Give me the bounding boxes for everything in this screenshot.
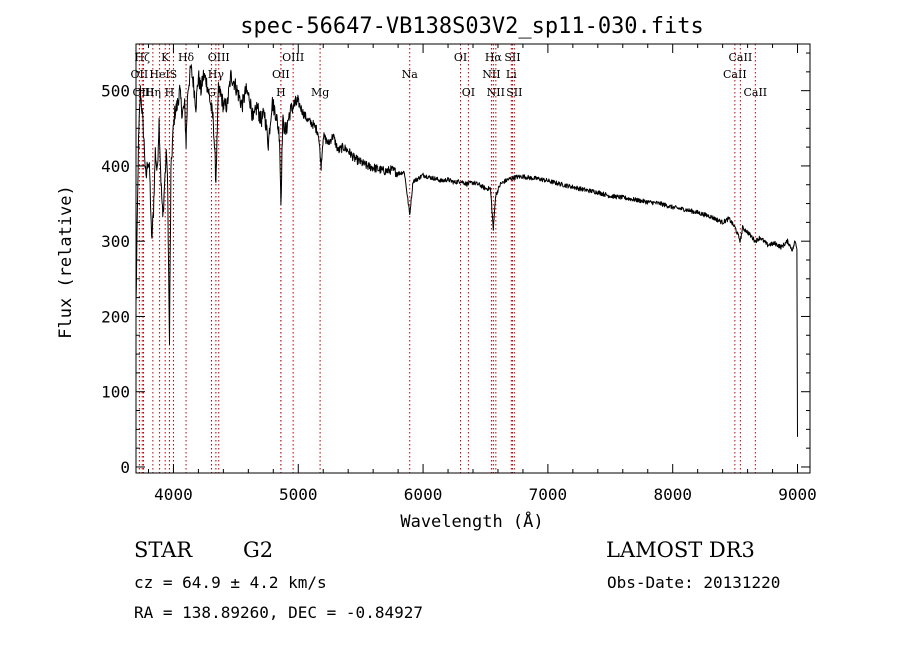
x-tick-label: 8000: [653, 485, 692, 504]
y-axis-label: Flux (relative): [56, 185, 76, 339]
y-tick-label: 0: [120, 458, 130, 477]
line-label-27: CaII: [743, 86, 767, 99]
line-label-12: Hγ: [208, 68, 225, 81]
spectral-line-markers: [138, 44, 756, 473]
line-label-8: CaII: [729, 51, 753, 64]
line-label-3: OIII: [208, 51, 230, 64]
line-label-13: OII: [272, 68, 290, 81]
line-label-14: Na: [402, 68, 419, 81]
line-label-20: H: [165, 86, 175, 99]
x-tick-label: 4000: [154, 485, 193, 504]
chart-title: spec-56647-VB138S03V2_sp11-030.fits: [240, 14, 704, 39]
survey-name: LAMOST DR3: [606, 538, 755, 562]
line-label-19: Hη: [145, 86, 161, 99]
line-label-24: OI: [462, 86, 475, 99]
axes: 4000 5000 6000 7000 8000 9000 0 100 200 300 400 500: [101, 43, 817, 504]
y-tick-label: 500: [101, 82, 130, 101]
line-label-2: Hδ: [178, 51, 195, 64]
y-tick-label: 200: [101, 307, 130, 326]
redshift-velocity: cz = 64.9 ± 4.2 km/s: [134, 573, 327, 592]
x-tick-label: 9000: [778, 485, 817, 504]
line-label-1: K: [161, 51, 170, 64]
line-label-21: G: [207, 86, 216, 99]
line-label-16: Li: [506, 68, 517, 81]
line-label-25: NII: [487, 86, 505, 99]
object-subclass: G2: [243, 538, 274, 562]
line-label-5: OI: [454, 51, 467, 64]
x-tick-label: 6000: [404, 485, 443, 504]
coordinates: RA = 138.89260, DEC = -0.84927: [134, 603, 423, 622]
y-tick-label: 100: [101, 383, 130, 402]
flux-line: [135, 64, 798, 437]
line-label-15: NII: [482, 68, 500, 81]
line-label-9: OII: [131, 68, 149, 81]
y-tick-label: 300: [101, 232, 130, 251]
line-label-6: Hα: [485, 51, 503, 64]
y-tick-label: 400: [101, 157, 130, 176]
line-label-22: H: [276, 86, 286, 99]
line-label-4: OIII: [282, 51, 304, 64]
line-label-0: Hζ: [134, 51, 150, 64]
x-tick-label: 5000: [279, 485, 318, 504]
line-label-26: SII: [506, 86, 522, 99]
line-label-18: OIII: [132, 86, 154, 99]
line-label-7: SII: [504, 51, 520, 64]
x-axis-label: Wavelength (Å): [400, 510, 543, 532]
line-label-11: S: [170, 68, 178, 81]
flux-series: [135, 64, 798, 437]
line-label-23: Mg: [311, 86, 329, 99]
line-label-17: CaII: [723, 68, 747, 81]
plot-frame: [135, 43, 811, 474]
line-label-10: HeI: [149, 68, 169, 81]
object-class: STAR: [134, 538, 193, 562]
x-tick-label: 7000: [529, 485, 568, 504]
observation-date: Obs-Date: 20131220: [607, 573, 781, 592]
